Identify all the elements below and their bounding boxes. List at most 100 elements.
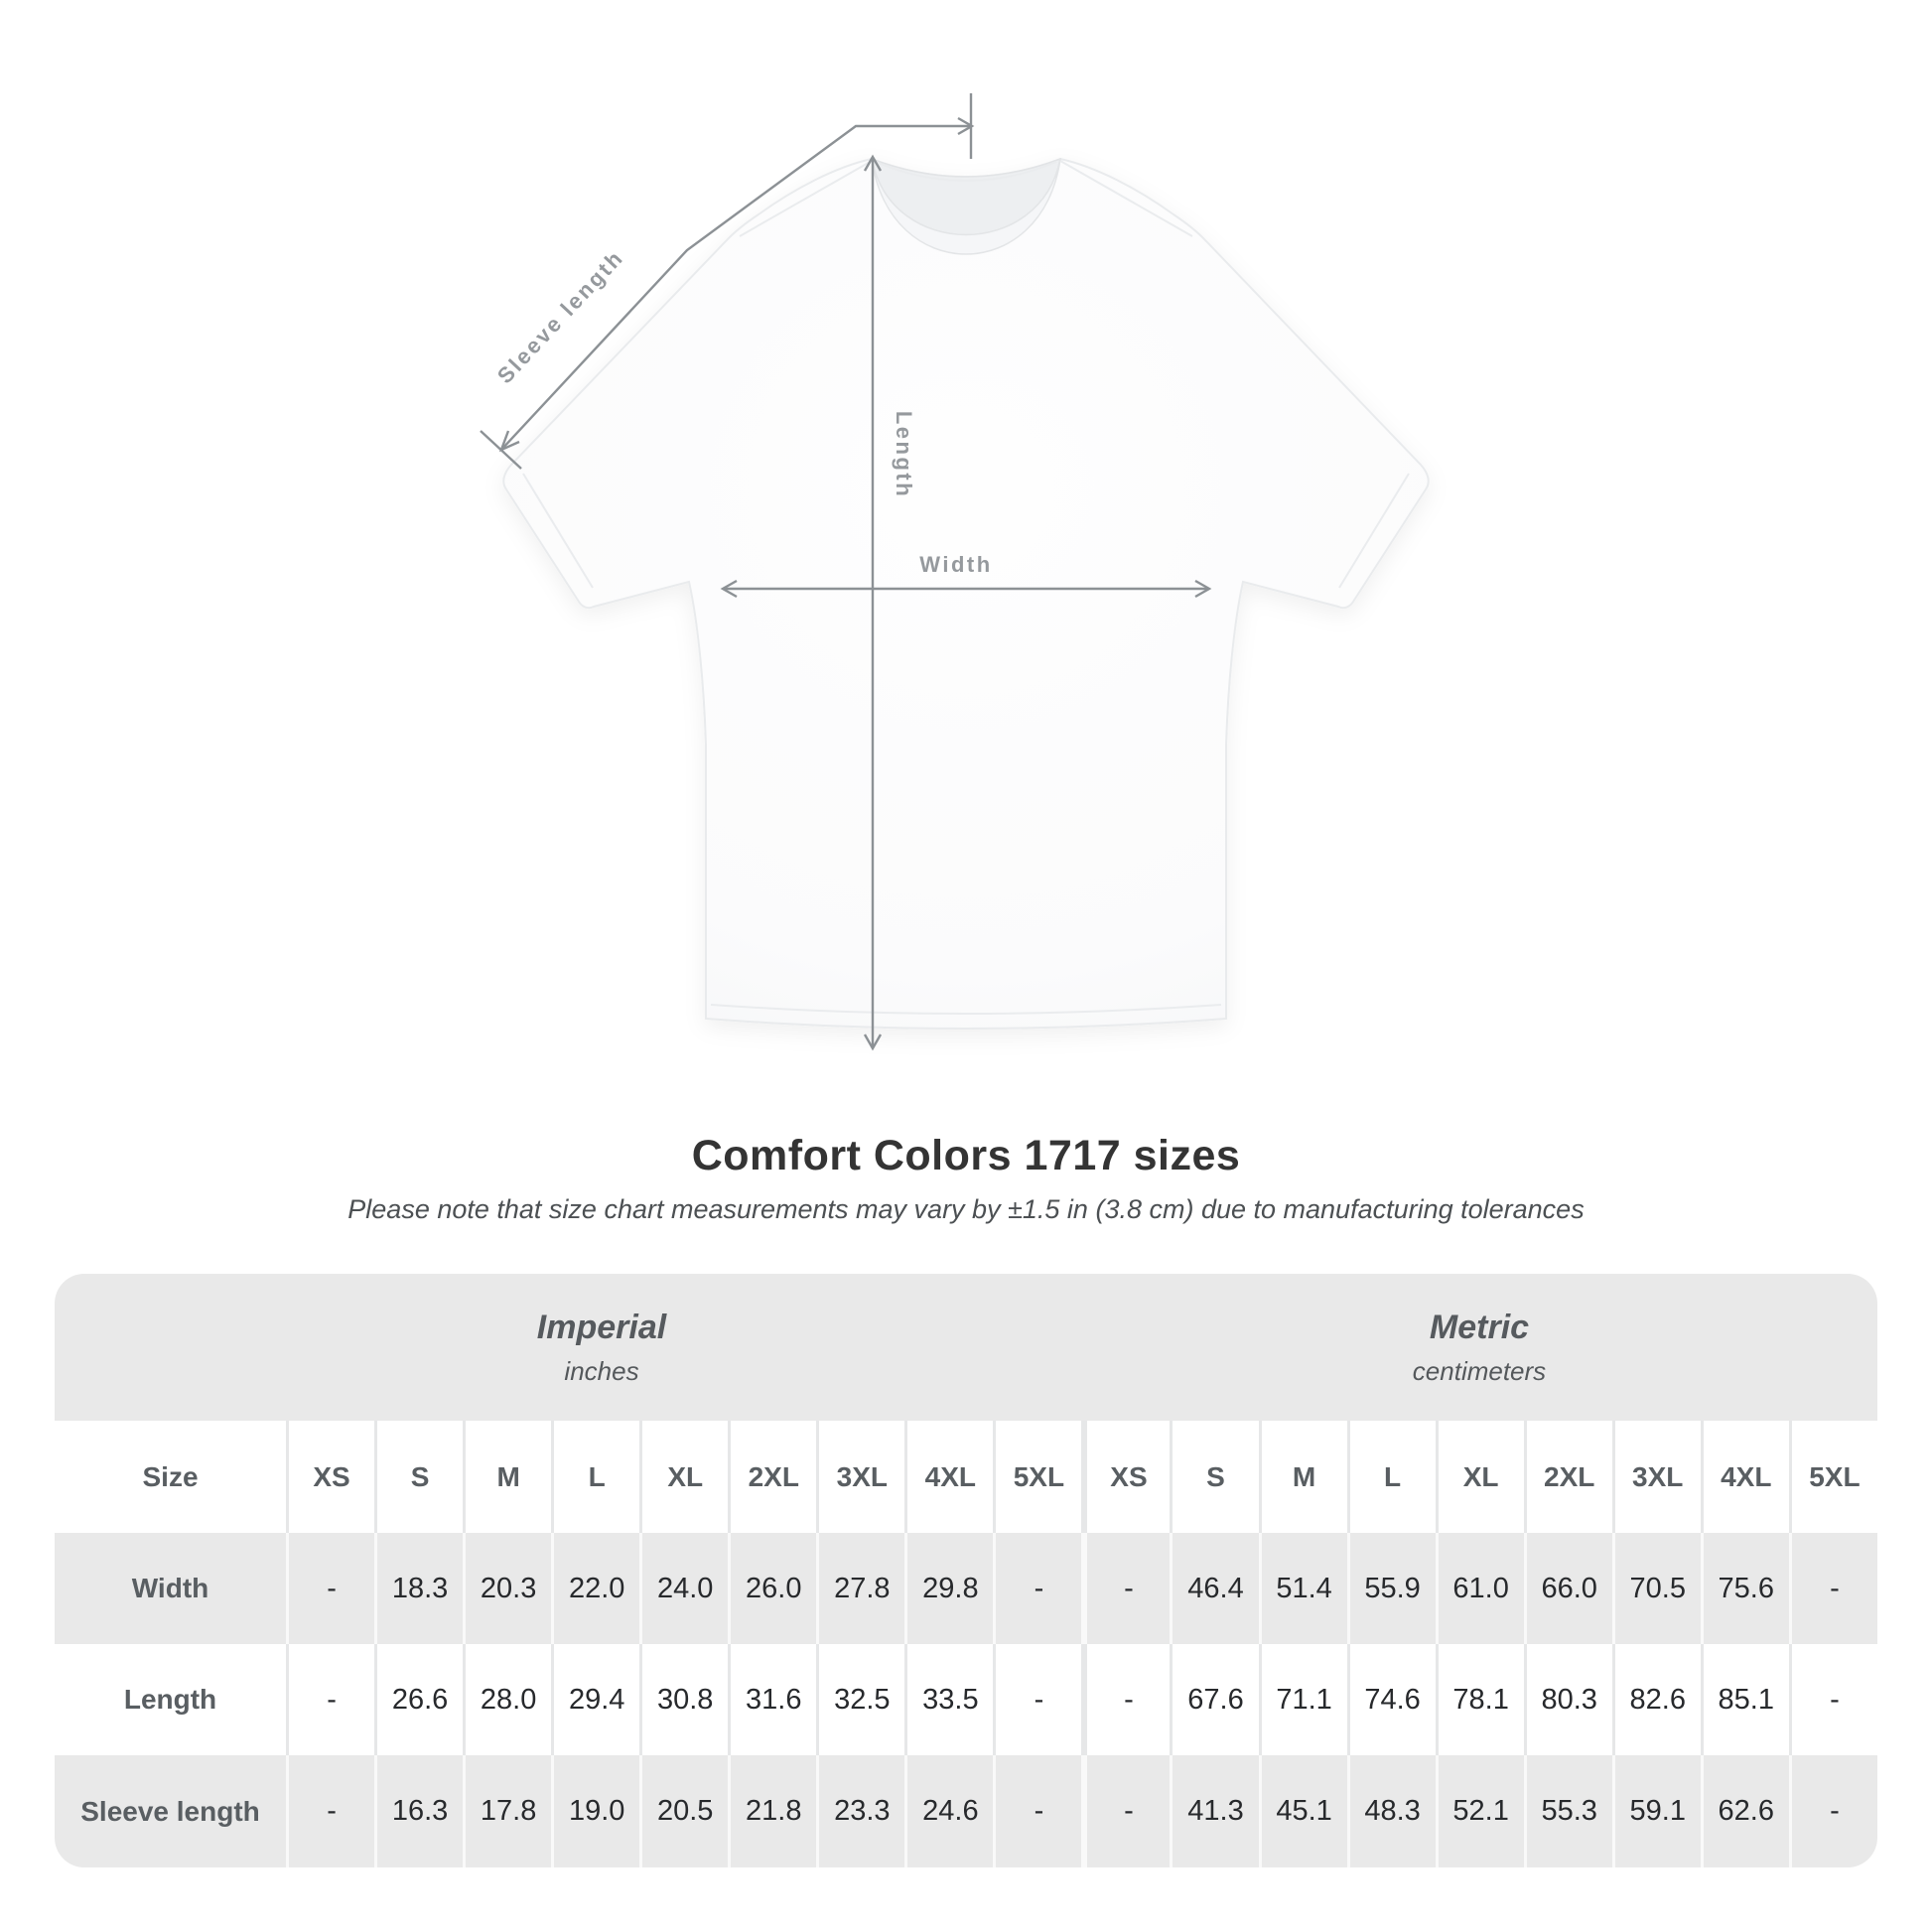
header-cell: 2XL bbox=[1523, 1421, 1612, 1533]
header-cell: S bbox=[1170, 1421, 1258, 1533]
header-cell: S bbox=[374, 1421, 463, 1533]
header-cell: XS bbox=[286, 1421, 374, 1533]
value-cell: 71.1 bbox=[1258, 1644, 1347, 1755]
tshirt-graphic bbox=[502, 157, 1430, 1030]
table-row-length: Length - 26.6 28.0 29.4 30.8 31.6 32.5 3… bbox=[55, 1644, 1877, 1755]
value-cell: 66.0 bbox=[1523, 1533, 1612, 1644]
value-cell: 29.8 bbox=[904, 1533, 994, 1644]
collar-back-seam bbox=[875, 161, 1057, 182]
value-cell: 32.5 bbox=[816, 1644, 904, 1755]
sleeve-end-tick-cuff bbox=[480, 430, 522, 470]
right-cuff-seam bbox=[1338, 473, 1410, 589]
header-cell: XS bbox=[1081, 1421, 1170, 1533]
metric-unit-label: centimeters bbox=[1412, 1356, 1547, 1386]
value-cell: 46.4 bbox=[1170, 1533, 1259, 1644]
table-row-width: Width - 18.3 20.3 22.0 24.0 26.0 27.8 29… bbox=[55, 1533, 1877, 1644]
row-label: Length bbox=[123, 1684, 217, 1715]
value-cell: 30.8 bbox=[639, 1644, 728, 1755]
value-cell: - bbox=[286, 1755, 375, 1867]
header-cell: M bbox=[463, 1421, 551, 1533]
width-label: Width bbox=[919, 552, 992, 577]
collar-band bbox=[871, 158, 1061, 255]
value-cell: 80.3 bbox=[1523, 1644, 1612, 1755]
value-cell: 82.6 bbox=[1611, 1644, 1701, 1755]
value-cell: 55.3 bbox=[1523, 1755, 1612, 1867]
row-label: Width bbox=[55, 1533, 286, 1644]
header-cell: 4XL bbox=[904, 1421, 993, 1533]
value-cell: 20.3 bbox=[463, 1533, 552, 1644]
header-cell: L bbox=[1346, 1421, 1436, 1533]
value-cell: 41.3 bbox=[1170, 1755, 1259, 1867]
metric-group-header: Metric centimeters bbox=[1081, 1274, 1877, 1421]
table-header-row: Size XS S M L XL 2XL 3XL 4XL 5XL XS S M … bbox=[55, 1421, 1877, 1533]
width-arrowhead-left bbox=[720, 579, 738, 599]
value-cell: 17.8 bbox=[463, 1755, 552, 1867]
value-cell: 52.1 bbox=[1435, 1755, 1524, 1867]
sleeve-length-line bbox=[500, 124, 972, 451]
imperial-unit-label: inches bbox=[564, 1356, 639, 1386]
value-cell: - bbox=[286, 1644, 374, 1755]
header-cell: L bbox=[551, 1421, 639, 1533]
header-cell: XL bbox=[639, 1421, 728, 1533]
value-cell: 67.6 bbox=[1170, 1644, 1258, 1755]
value-cell: - bbox=[993, 1644, 1081, 1755]
row-label: Sleeve length bbox=[55, 1755, 286, 1867]
title-block: Comfort Colors 1717 sizes Please note th… bbox=[0, 1132, 1932, 1225]
value-cell: - bbox=[1081, 1533, 1171, 1644]
left-cuff-seam bbox=[522, 473, 594, 589]
imperial-label: Imperial bbox=[536, 1309, 667, 1346]
value-cell: - bbox=[1788, 1755, 1877, 1867]
header-cell: 5XL bbox=[993, 1421, 1081, 1533]
value-cell: 62.6 bbox=[1700, 1755, 1789, 1867]
right-shoulder-seam bbox=[1059, 160, 1193, 237]
length-arrowhead-bottom bbox=[863, 1034, 883, 1051]
value-cell: 48.3 bbox=[1346, 1755, 1436, 1867]
tolerance-note: Please note that size chart measurements… bbox=[347, 1194, 1585, 1224]
value-cell: 31.6 bbox=[728, 1644, 816, 1755]
value-cell: - bbox=[993, 1533, 1082, 1644]
imperial-group-header: Imperial inches bbox=[88, 1274, 1115, 1421]
value-cell: 75.6 bbox=[1700, 1533, 1789, 1644]
value-cell: - bbox=[1788, 1533, 1877, 1644]
size-diagram: Sleeve length Length Width bbox=[480, 93, 1430, 1051]
length-label: Length bbox=[892, 411, 916, 498]
value-cell: 18.3 bbox=[374, 1533, 464, 1644]
value-cell: 26.6 bbox=[374, 1644, 463, 1755]
size-header-cell: Size bbox=[142, 1460, 199, 1492]
left-shoulder-seam bbox=[739, 160, 873, 237]
value-cell: 78.1 bbox=[1435, 1644, 1524, 1755]
value-cell: 85.1 bbox=[1700, 1644, 1789, 1755]
header-cell: M bbox=[1258, 1421, 1347, 1533]
value-cell: 20.5 bbox=[639, 1755, 729, 1867]
value-cell: 70.5 bbox=[1611, 1533, 1701, 1644]
value-cell: 24.0 bbox=[639, 1533, 729, 1644]
unit-band: Imperial inches Metric centimeters bbox=[55, 1274, 1877, 1421]
value-cell: 33.5 bbox=[904, 1644, 993, 1755]
header-cell: XL bbox=[1435, 1421, 1524, 1533]
header-cell: 5XL bbox=[1788, 1421, 1877, 1533]
value-cell: - bbox=[993, 1755, 1082, 1867]
value-cell: 74.6 bbox=[1346, 1644, 1436, 1755]
value-cell: 19.0 bbox=[551, 1755, 640, 1867]
header-cell: 3XL bbox=[816, 1421, 904, 1533]
hem-seam bbox=[710, 1004, 1222, 1015]
table-row-sleeve-length: Sleeve length - 16.3 17.8 19.0 20.5 21.8… bbox=[55, 1755, 1877, 1867]
value-cell: 26.0 bbox=[728, 1533, 817, 1644]
size-table: Size XS S M L XL 2XL 3XL 4XL 5XL XS S M … bbox=[55, 1421, 1877, 1867]
value-cell: 22.0 bbox=[551, 1533, 640, 1644]
value-cell: 55.9 bbox=[1346, 1533, 1436, 1644]
metric-label: Metric bbox=[1429, 1309, 1530, 1346]
tshirt-body bbox=[502, 157, 1430, 1030]
value-cell: - bbox=[1081, 1755, 1171, 1867]
value-cell: 28.0 bbox=[463, 1644, 551, 1755]
size-table-panel: Imperial inches Metric centimeters Size … bbox=[55, 1274, 1877, 1867]
value-cell: 24.6 bbox=[904, 1755, 994, 1867]
header-cell: 2XL bbox=[728, 1421, 816, 1533]
value-cell: 29.4 bbox=[551, 1644, 639, 1755]
value-cell: 21.8 bbox=[728, 1755, 817, 1867]
value-cell: - bbox=[1081, 1644, 1170, 1755]
value-cell: - bbox=[286, 1533, 375, 1644]
value-cell: 61.0 bbox=[1435, 1533, 1524, 1644]
value-cell: - bbox=[1788, 1644, 1877, 1755]
